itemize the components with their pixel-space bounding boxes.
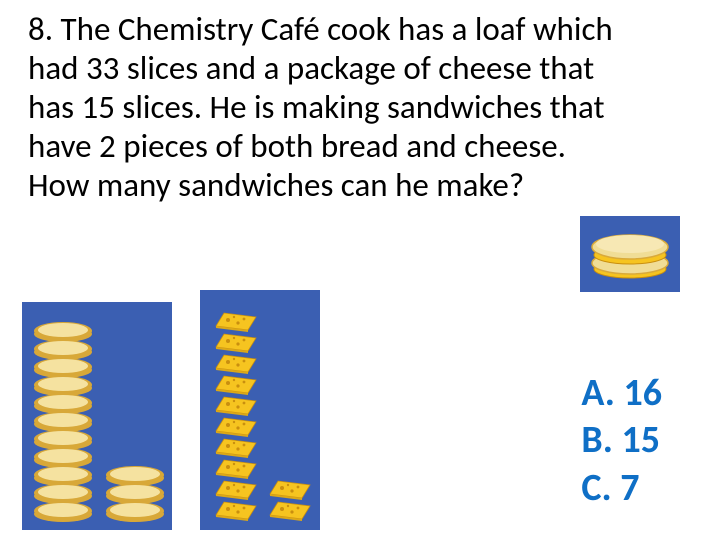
question-number: 8. — [28, 9, 53, 49]
bread-slice — [32, 321, 94, 340]
answer-choices: A. 16 B. 15 C. 7 — [581, 370, 662, 513]
cheese-slice — [212, 371, 258, 392]
cheese-stack-tall — [212, 308, 258, 518]
bread-slice — [32, 339, 94, 358]
cheese-slice — [212, 350, 258, 371]
cheese-slice — [212, 413, 258, 434]
bread-slice — [32, 465, 94, 484]
cheese-slice — [266, 497, 312, 518]
bread-slice — [32, 501, 94, 520]
sandwich-image — [580, 216, 680, 292]
bread-slice — [104, 465, 166, 484]
cheese-slice — [212, 329, 258, 350]
bread-slice — [32, 483, 94, 502]
question-body: The Chemistry Café cook has a loaf which… — [28, 9, 613, 205]
bread-stack-tall — [32, 322, 94, 520]
cheese-stacks — [200, 290, 320, 530]
sandwich-icon — [588, 227, 672, 281]
cheese-slice — [266, 476, 312, 497]
bread-slice — [32, 357, 94, 376]
bread-stacks — [22, 302, 172, 530]
bread-stack-short — [104, 466, 166, 520]
cheese-slice — [212, 434, 258, 455]
bread-slice — [104, 483, 166, 502]
cheese-slice — [212, 392, 258, 413]
cheese-slice — [212, 497, 258, 518]
bread-slice — [32, 411, 94, 430]
answer-b: B. 15 — [581, 417, 662, 465]
bread-slice — [32, 375, 94, 394]
bread-slice — [32, 393, 94, 412]
question-text: 8. The Chemistry Café cook has a loaf wh… — [28, 10, 618, 205]
bread-slice — [32, 447, 94, 466]
cheese-slice — [212, 476, 258, 497]
answer-a: A. 16 — [581, 370, 662, 418]
bread-slice — [32, 429, 94, 448]
cheese-stack-short — [266, 476, 312, 518]
cheese-slice — [212, 455, 258, 476]
bread-slice — [104, 501, 166, 520]
cheese-slice — [212, 308, 258, 329]
answer-c: C. 7 — [581, 465, 662, 513]
